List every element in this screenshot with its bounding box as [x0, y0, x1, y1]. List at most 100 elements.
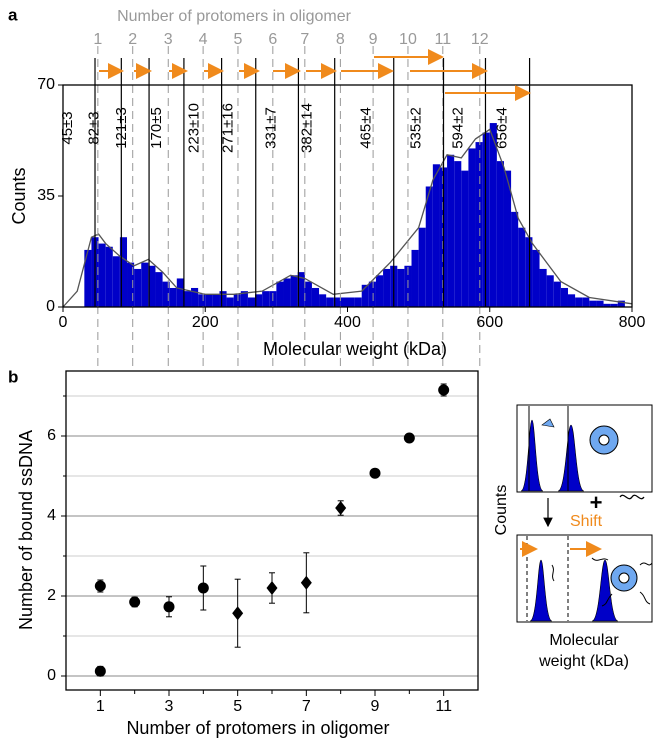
- bar: [176, 278, 184, 307]
- bar: [596, 300, 604, 307]
- x-tick-label: 0: [59, 314, 68, 331]
- peak-label: 271±16: [220, 103, 237, 153]
- bar: [610, 303, 618, 307]
- bar: [418, 227, 426, 307]
- top-tick-label: 7: [300, 31, 309, 48]
- peak-label: 535±2: [407, 107, 424, 149]
- x-axis-label: Molecular weight (kDa): [263, 339, 447, 359]
- peak-label: 656±4: [494, 107, 511, 149]
- y-tick-label: 6: [47, 427, 56, 444]
- bar: [205, 294, 213, 307]
- bar: [119, 237, 128, 307]
- x-tick-label: 9: [371, 698, 380, 715]
- bar: [127, 262, 135, 307]
- point: [369, 467, 381, 479]
- peak-label: 170±5: [148, 107, 165, 149]
- inset-plus: +: [590, 490, 603, 515]
- bar: [397, 268, 405, 307]
- point: [197, 582, 209, 594]
- peak-label: 223±10: [186, 103, 203, 153]
- point: [438, 384, 450, 396]
- y-tick-label: 35: [37, 187, 55, 204]
- top-tick-label: 5: [234, 31, 243, 48]
- peak-label: 82±3: [85, 111, 102, 144]
- bar: [375, 275, 384, 307]
- bar: [567, 294, 576, 307]
- x-tick-label: 1: [96, 698, 105, 715]
- bar: [582, 297, 590, 307]
- bar: [155, 272, 163, 307]
- bar: [290, 275, 298, 307]
- bar: [475, 142, 483, 307]
- bar: [169, 287, 177, 307]
- bar: [162, 281, 170, 307]
- bar: [98, 243, 106, 307]
- bar: [247, 297, 256, 307]
- bar: [283, 278, 291, 307]
- top-tick-label: 9: [369, 31, 378, 48]
- bar: [532, 249, 540, 307]
- bar: [311, 287, 320, 307]
- bar: [461, 170, 469, 307]
- bar: [496, 161, 504, 307]
- bar: [489, 123, 497, 307]
- top-tick-label: 3: [164, 31, 173, 48]
- point: [300, 575, 312, 590]
- bar: [141, 262, 149, 307]
- bar: [518, 227, 526, 307]
- bar: [219, 291, 227, 307]
- x-tick-label: 7: [302, 698, 311, 715]
- bar: [333, 297, 341, 307]
- bar: [340, 297, 348, 307]
- x-axis-label: Number of protomers in oligomer: [126, 718, 389, 738]
- x-tick-label: 600: [476, 314, 503, 331]
- top-tick-label: 8: [336, 31, 345, 48]
- bar: [482, 132, 490, 307]
- point: [94, 665, 106, 677]
- y-tick-label: 0: [47, 667, 56, 684]
- point: [163, 601, 175, 613]
- bar: [383, 268, 391, 307]
- bar: [276, 281, 284, 307]
- bar: [560, 287, 568, 307]
- bar: [319, 294, 327, 307]
- y-tick-label: 4: [47, 507, 56, 524]
- shift-arrows: [99, 49, 531, 101]
- top-tick-label: 1: [93, 31, 102, 48]
- bar: [617, 300, 625, 307]
- bar: [255, 294, 263, 307]
- inset-shift: Shift: [570, 513, 603, 530]
- fit-curve: [62, 128, 633, 308]
- y-axis-label: Number of bound ssDNA: [16, 430, 36, 630]
- bar: [603, 303, 611, 307]
- top-tick-label: 12: [471, 31, 489, 48]
- panel-label: a: [8, 5, 18, 24]
- bar: [84, 249, 92, 307]
- bar: [511, 211, 519, 307]
- x-tick-label: 200: [192, 314, 219, 331]
- x-tick-label: 800: [619, 314, 646, 331]
- bar: [297, 272, 305, 307]
- y-tick-label: 70: [37, 76, 55, 93]
- plot-frame: [65, 370, 479, 691]
- bar: [354, 297, 362, 307]
- bar: [240, 291, 248, 307]
- bar: [198, 294, 206, 307]
- bar: [503, 170, 512, 307]
- bar: [347, 297, 355, 307]
- bar: [112, 256, 120, 307]
- point: [403, 432, 415, 444]
- peak-label: 382±14: [299, 103, 316, 153]
- bar: [454, 161, 462, 307]
- bar: [361, 284, 369, 307]
- bar: [539, 268, 547, 307]
- bar: [468, 148, 476, 307]
- bar: [304, 281, 312, 307]
- top-tick-label: 11: [435, 31, 452, 48]
- y-tick-label: 0: [46, 298, 55, 315]
- bar: [183, 291, 192, 307]
- point: [266, 581, 278, 595]
- bar: [589, 300, 597, 307]
- bar: [233, 294, 241, 307]
